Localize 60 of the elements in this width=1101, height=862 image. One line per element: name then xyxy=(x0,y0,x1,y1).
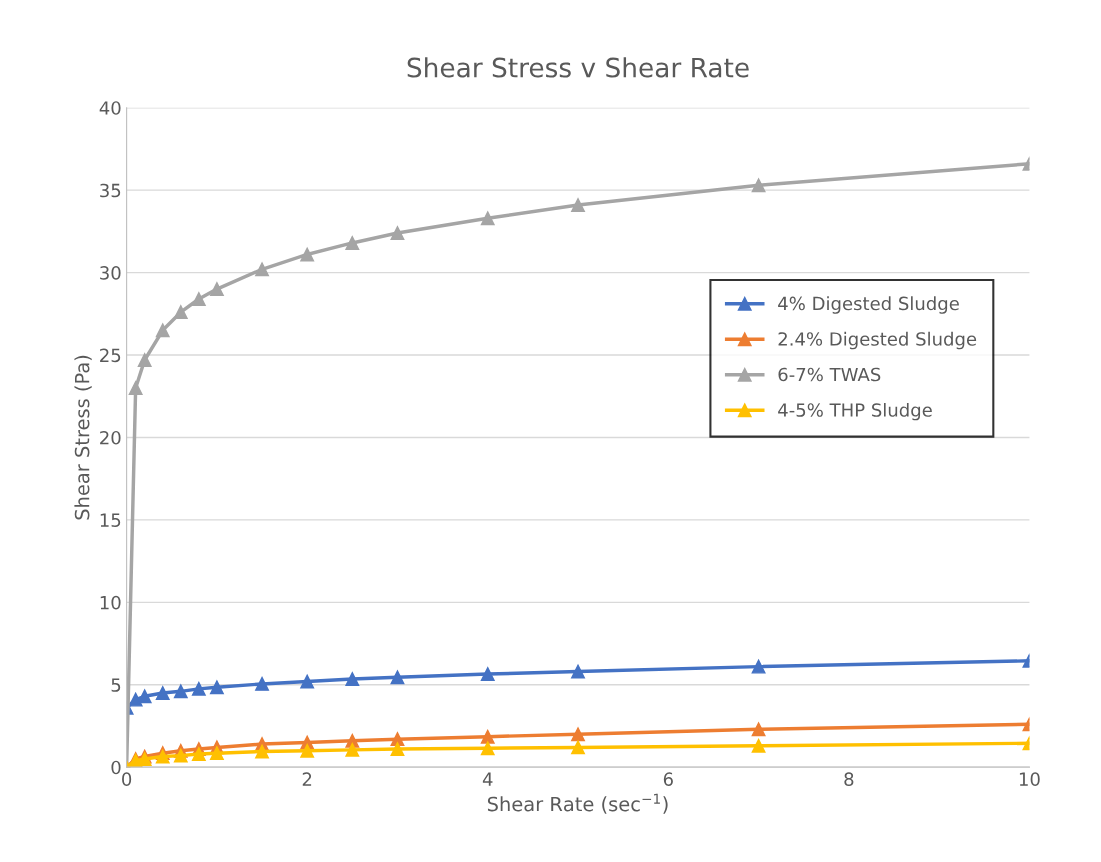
point xyxy=(345,672,360,686)
point xyxy=(480,741,495,756)
point xyxy=(480,729,495,744)
point xyxy=(300,743,315,758)
point xyxy=(255,676,269,691)
y-tick-label: 0 xyxy=(111,760,121,775)
point xyxy=(751,659,766,674)
point xyxy=(390,226,405,240)
x-tick-label: 2 xyxy=(302,772,312,786)
point xyxy=(209,746,224,761)
point xyxy=(571,664,585,679)
point xyxy=(345,235,360,250)
legend-label: 2.4% Digested Sludge xyxy=(778,331,977,350)
x-tick-label: 8 xyxy=(844,772,854,787)
y-tick-label: 10 xyxy=(100,595,121,610)
x-axis-title: Shear Rate (sec$^{−1}$) xyxy=(487,793,668,814)
y-tick-label: 20 xyxy=(100,430,121,445)
point xyxy=(571,198,585,212)
point xyxy=(571,740,585,755)
legend-label: 4% Digested Sludge xyxy=(778,296,959,314)
point xyxy=(480,667,495,681)
x-tick-label: 0 xyxy=(122,772,132,787)
y-tick-label: 15 xyxy=(100,513,121,528)
x-tick-label: 10 xyxy=(1019,772,1040,787)
y-tick-label: 5 xyxy=(111,678,121,692)
point xyxy=(209,680,224,695)
y-tick-label: 30 xyxy=(100,266,121,280)
point xyxy=(191,292,206,306)
x-tick-label: 4 xyxy=(482,772,493,786)
point xyxy=(191,681,206,696)
point xyxy=(137,353,152,367)
point xyxy=(173,748,188,763)
y-tick-label: 35 xyxy=(100,183,121,198)
point xyxy=(173,684,188,699)
legend-label: 4-5% THP Sludge xyxy=(778,402,932,421)
y-tick-label: 40 xyxy=(99,101,121,115)
point xyxy=(255,262,269,277)
point xyxy=(155,686,170,700)
point xyxy=(128,381,143,395)
chart-title: Shear Stress v Shear Rate xyxy=(407,57,749,78)
y-tick-label: 25 xyxy=(100,348,121,363)
point xyxy=(571,727,585,742)
point xyxy=(390,742,405,756)
y-axis-title: Shear Stress (Pa) xyxy=(74,355,92,520)
point xyxy=(390,670,405,685)
point xyxy=(191,747,206,761)
x-tick-label: 6 xyxy=(663,772,673,787)
point xyxy=(300,674,315,689)
point xyxy=(300,247,315,262)
point xyxy=(173,305,188,320)
point xyxy=(345,742,360,757)
point xyxy=(209,282,224,297)
legend-label: 6-7% TWAS xyxy=(778,367,881,382)
point xyxy=(255,744,269,759)
point xyxy=(155,323,170,338)
point xyxy=(128,692,143,707)
point xyxy=(751,738,766,753)
point xyxy=(480,211,495,226)
point xyxy=(751,178,766,193)
point xyxy=(751,722,766,737)
